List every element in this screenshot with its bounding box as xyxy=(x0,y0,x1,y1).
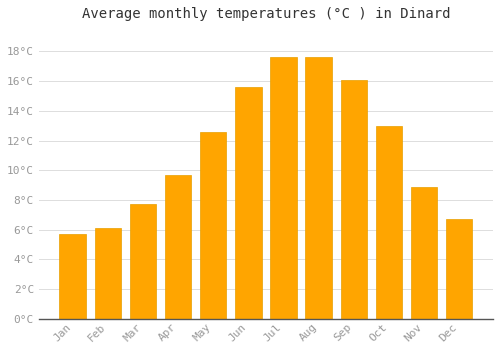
Bar xyxy=(306,57,332,319)
Bar xyxy=(200,132,226,319)
Bar xyxy=(340,79,367,319)
Bar xyxy=(165,175,191,319)
Bar xyxy=(446,219,472,319)
Bar xyxy=(411,187,438,319)
Bar xyxy=(94,228,121,319)
Bar xyxy=(60,234,86,319)
Bar xyxy=(376,126,402,319)
Title: Average monthly temperatures (°C ) in Dinard: Average monthly temperatures (°C ) in Di… xyxy=(82,7,450,21)
Bar xyxy=(270,57,296,319)
Bar xyxy=(130,204,156,319)
Bar xyxy=(235,87,262,319)
